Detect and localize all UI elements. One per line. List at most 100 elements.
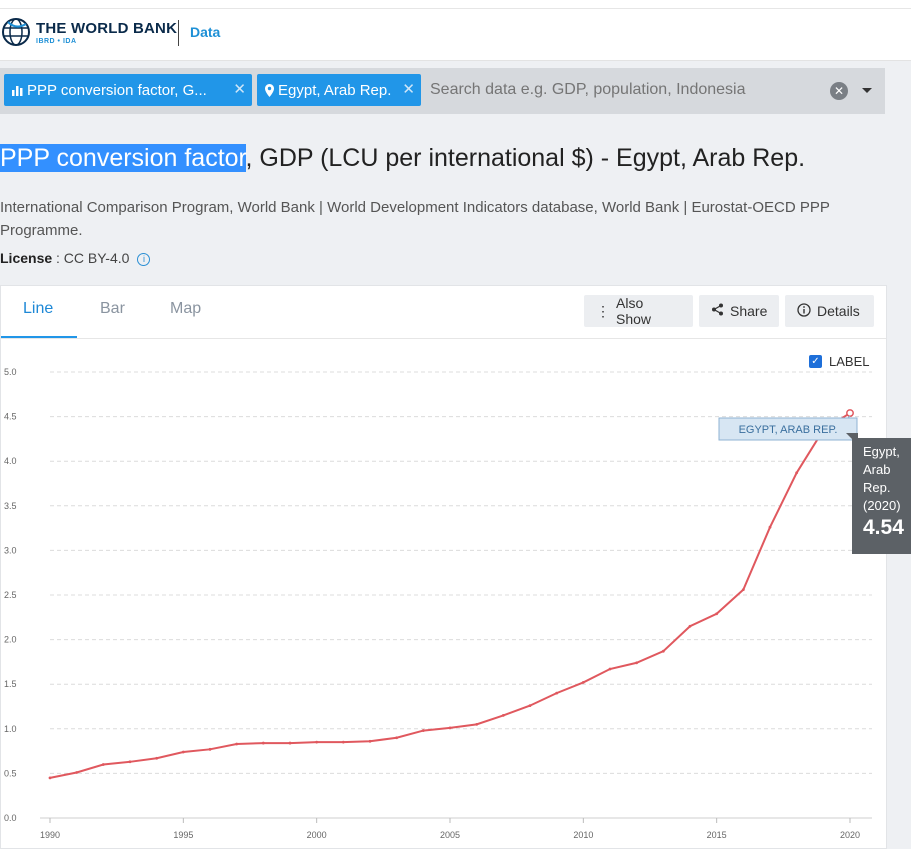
data-point xyxy=(128,760,132,764)
source-text: International Comparison Program, World … xyxy=(0,199,830,239)
data-point xyxy=(608,667,612,671)
label-toggle-text: LABEL xyxy=(829,354,870,369)
world-bank-globe-icon[interactable] xyxy=(0,16,32,48)
y-tick-label: 5.0 xyxy=(4,367,17,377)
data-point xyxy=(528,704,532,708)
page-title-rest: , GDP (LCU per international $) - Egypt,… xyxy=(245,144,806,172)
also-show-button[interactable]: ⋮ Also Show xyxy=(584,295,693,327)
y-tick-label: 2.5 xyxy=(4,590,17,600)
data-point xyxy=(555,691,559,695)
country-chip-label: Egypt, Arab Rep. xyxy=(278,81,392,99)
data-point xyxy=(635,661,639,665)
x-tick-label: 1995 xyxy=(173,830,193,840)
data-point xyxy=(688,624,692,628)
y-tick-label: 4.5 xyxy=(4,412,17,422)
data-point xyxy=(795,471,799,475)
more-vertical-icon: ⋮ xyxy=(596,302,610,319)
label-toggle[interactable]: ✓ LABEL xyxy=(809,354,869,369)
data-point xyxy=(101,763,105,766)
y-tick-label: 3.0 xyxy=(4,545,17,555)
y-tick-label: 2.0 xyxy=(4,635,17,645)
data-section-link[interactable]: Data xyxy=(190,24,221,40)
series-label-leader xyxy=(847,415,851,419)
data-point xyxy=(501,714,505,717)
chevron-down-icon[interactable] xyxy=(862,88,872,93)
y-tick-label: 1.5 xyxy=(4,679,17,689)
series-label-box xyxy=(718,417,858,441)
tab-map[interactable]: Map xyxy=(170,300,202,317)
details-button[interactable]: Details xyxy=(785,295,874,327)
y-tick-label: 3.5 xyxy=(4,501,17,511)
data-point xyxy=(475,722,479,726)
also-show-label: Also Show xyxy=(616,295,652,327)
data-point xyxy=(368,739,372,743)
data-point xyxy=(448,726,452,730)
tooltip-value: 4.54 xyxy=(863,516,904,539)
header-top-rule xyxy=(0,8,911,9)
data-point xyxy=(395,736,399,740)
x-tick-label: 2005 xyxy=(440,830,460,840)
x-tick-label: 2000 xyxy=(307,830,327,840)
site-header: THE WORLD BANK IBRD • IDA Data xyxy=(0,0,911,61)
close-icon[interactable]: ✕ xyxy=(233,81,246,98)
x-tick-label: 2015 xyxy=(707,830,727,840)
data-point xyxy=(341,740,345,744)
location-pin-icon xyxy=(265,83,274,97)
active-tab-indicator xyxy=(1,336,77,338)
data-point xyxy=(288,741,292,745)
data-tooltip: Egypt, Arab Rep. (2020) 4.54 xyxy=(852,438,911,554)
tab-line[interactable]: Line xyxy=(23,300,54,317)
share-icon xyxy=(711,303,724,319)
license-line: License : CC BY-4.0 i xyxy=(0,250,151,266)
page-title: PPP conversion factor, GDP (LCU per inte… xyxy=(0,144,805,173)
logo-subtitle: IBRD • IDA xyxy=(36,38,77,45)
data-point xyxy=(75,771,79,774)
logo-divider xyxy=(178,20,179,46)
checkbox-checked-icon[interactable]: ✓ xyxy=(809,355,822,368)
bar-chart-icon xyxy=(12,85,23,96)
data-point xyxy=(261,741,265,745)
tooltip-line: Rep. xyxy=(863,480,891,495)
tooltip-line: (2020) xyxy=(863,498,901,513)
info-circle-icon xyxy=(797,302,811,320)
series-label: EGYPT, ARAB REP. xyxy=(739,424,838,436)
data-point-highlighted xyxy=(846,409,854,417)
tooltip-line: Arab xyxy=(863,462,891,477)
data-point xyxy=(715,612,719,616)
data-point xyxy=(581,681,585,684)
share-label: Share xyxy=(730,303,768,319)
y-tick-label: 4.0 xyxy=(4,456,17,466)
y-tick-label: 0.0 xyxy=(4,813,17,823)
tooltip-line: Egypt, xyxy=(863,444,900,459)
search-input[interactable] xyxy=(430,81,810,99)
x-tick-label: 2010 xyxy=(573,830,593,840)
info-icon[interactable]: i xyxy=(137,253,151,266)
page-title-highlight: PPP conversion factor xyxy=(0,144,246,172)
data-point xyxy=(181,750,185,754)
data-point xyxy=(208,747,212,751)
y-tick-label: 1.0 xyxy=(4,724,17,734)
data-point xyxy=(421,729,425,732)
data-point xyxy=(315,740,319,744)
clear-search-icon[interactable]: ✕ xyxy=(830,82,848,100)
license-value: : CC BY-4.0 xyxy=(52,250,130,266)
chart-tabs: Line Bar Map ⋮ Also Show Share Details xyxy=(1,286,886,339)
close-icon[interactable]: ✕ xyxy=(402,81,415,98)
chart-panel: Line Bar Map ⋮ Also Show Share Details ✓… xyxy=(0,285,887,849)
data-point xyxy=(155,756,159,760)
indicator-chip[interactable]: PPP conversion factor, G... ✕ xyxy=(4,74,252,106)
logo-title[interactable]: THE WORLD BANK xyxy=(36,20,178,37)
license-label: License xyxy=(0,250,53,266)
details-label: Details xyxy=(817,303,860,319)
country-chip[interactable]: Egypt, Arab Rep. ✕ xyxy=(257,74,421,106)
x-tick-label: 2020 xyxy=(840,830,860,840)
data-point xyxy=(768,525,772,529)
tab-bar[interactable]: Bar xyxy=(100,300,125,317)
data-point xyxy=(235,742,239,746)
search-bar: PPP conversion factor, G... ✕ Egypt, Ara… xyxy=(0,68,885,114)
indicator-chip-label: PPP conversion factor, G... xyxy=(27,81,207,99)
share-button[interactable]: Share xyxy=(699,295,779,327)
y-tick-label: 0.5 xyxy=(4,768,17,778)
data-point xyxy=(661,649,665,653)
